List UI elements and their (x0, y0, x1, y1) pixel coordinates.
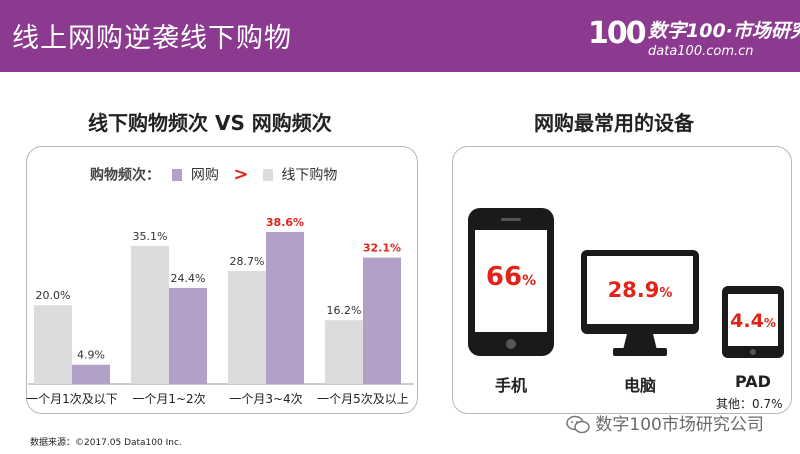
right-chart-title: 网购最常用的设备 (534, 111, 694, 135)
logo-text: 数字100·市场研究 (648, 20, 800, 42)
data-label-offline-2: 35.1% (133, 230, 168, 243)
left-chart-title: 线下购物频次 VS 网购频次 (88, 111, 332, 135)
data-source: 数据来源：©2017.05 Data100 Inc. (30, 438, 182, 448)
device-label-phone: 手机 (494, 376, 527, 395)
bar-offline-4 (325, 320, 363, 384)
legend-swatch-online (172, 168, 183, 181)
data-label-online-1: 4.9% (77, 349, 105, 362)
device-label-pad: PAD (735, 372, 771, 391)
category-label-3: 一个月3~4次 (229, 392, 302, 406)
bar-offline-3 (228, 270, 266, 384)
logo-mark: 100 (588, 16, 647, 51)
chart-legend: 购物频次： 网购 > 线下购物 (90, 164, 337, 185)
wechat-icon (566, 415, 590, 434)
pad-pct-unit: % (763, 316, 776, 330)
smartphone-share: 66% (468, 262, 554, 292)
data-label-online-4: 32.1% (363, 242, 401, 255)
bar-online-3 (266, 232, 304, 384)
tablet-icon (722, 286, 784, 358)
legend-online: 网购 (190, 167, 219, 184)
other-devices-note: 其他：0.7% (716, 397, 783, 411)
brand-logo: 100 数字100·市场研究 data100.com.cn (588, 8, 800, 64)
bar-offline-2 (131, 245, 169, 384)
data-label-offline-3: 28.7% (230, 255, 265, 268)
monitor-icon (581, 250, 699, 356)
data-label-online-3: 38.6% (266, 216, 304, 229)
pad-share: 4.4% (722, 310, 784, 332)
bar-online-1 (72, 364, 110, 384)
computer-pct-unit: % (659, 286, 673, 301)
device-smartphone (468, 208, 554, 360)
smartphone-pct-unit: % (522, 273, 537, 289)
smartphone-pct: 66 (485, 262, 523, 292)
data-label-offline-1: 20.0% (36, 289, 71, 302)
logo-url: data100.com.cn (648, 44, 754, 59)
bar-online-4 (363, 257, 401, 384)
legend-swatch-offline (262, 168, 273, 181)
bar-online-2 (169, 287, 207, 384)
page-title: 线上网购逆袭线下购物 (12, 23, 292, 54)
category-label-4: 一个月5次及以上 (317, 392, 409, 406)
computer-share: 28.9% (581, 278, 699, 302)
header-bar: 线上网购逆袭线下购物 100 数字100·市场研究 data100.com.cn (0, 0, 800, 72)
data-label-offline-4: 16.2% (327, 304, 362, 317)
data-label-online-2: 24.4% (171, 272, 206, 285)
category-label-1: 一个月1次及以下 (26, 392, 118, 406)
legend-offline: 线下购物 (281, 167, 338, 184)
computer-pct: 28.9 (607, 278, 660, 302)
pad-pct: 4.4 (730, 310, 764, 332)
device-pad (722, 286, 784, 362)
smartphone-icon (468, 208, 554, 356)
device-label-computer: 电脑 (623, 376, 656, 395)
watermark: 数字100市场研究公司 (566, 410, 764, 435)
legend-greater-than: > (233, 164, 249, 185)
category-label-2: 一个月1~2次 (132, 392, 205, 406)
legend-label: 购物频次： (90, 167, 160, 184)
device-computer (581, 250, 699, 364)
watermark-text: 数字100市场研究公司 (595, 415, 764, 435)
bar-offline-1 (34, 305, 72, 384)
